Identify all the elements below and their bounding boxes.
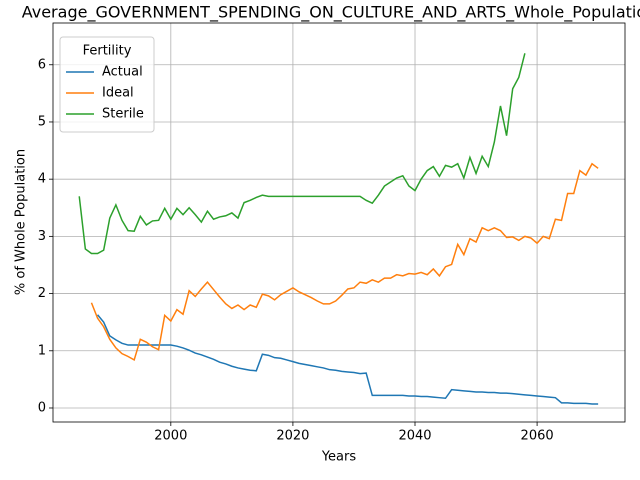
y-tick-label: 1 bbox=[38, 343, 46, 358]
x-tick-label: 2060 bbox=[521, 429, 554, 444]
x-tick-label: 2000 bbox=[154, 429, 187, 444]
y-tick-label: 4 bbox=[38, 172, 46, 187]
legend-label: Actual bbox=[102, 65, 143, 80]
plot-frame bbox=[52, 22, 626, 423]
x-axis-label: Years bbox=[321, 450, 357, 465]
x-tick-label: 2040 bbox=[398, 429, 431, 444]
legend-label: Sterile bbox=[102, 107, 144, 122]
y-tick-label: 3 bbox=[38, 229, 46, 244]
y-tick-label: 5 bbox=[38, 114, 46, 129]
legend: Fertility Actual Ideal Sterile bbox=[59, 36, 155, 133]
x-tick-label: 2020 bbox=[276, 429, 309, 444]
y-tick-label: 6 bbox=[38, 57, 46, 72]
y-axis-label: % of Whole Population bbox=[14, 149, 29, 295]
legend-label: Ideal bbox=[102, 86, 134, 101]
line-series bbox=[78, 53, 526, 255]
line-series bbox=[90, 162, 599, 362]
legend-box bbox=[59, 36, 155, 133]
y-tick-label: 0 bbox=[38, 400, 46, 415]
y-tick-label: 2 bbox=[38, 286, 46, 301]
line-series bbox=[96, 314, 599, 405]
chart-title: Average_GOVERNMENT_SPENDING_ON_CULTURE_A… bbox=[22, 3, 640, 23]
legend-title: Fertility bbox=[83, 44, 132, 59]
